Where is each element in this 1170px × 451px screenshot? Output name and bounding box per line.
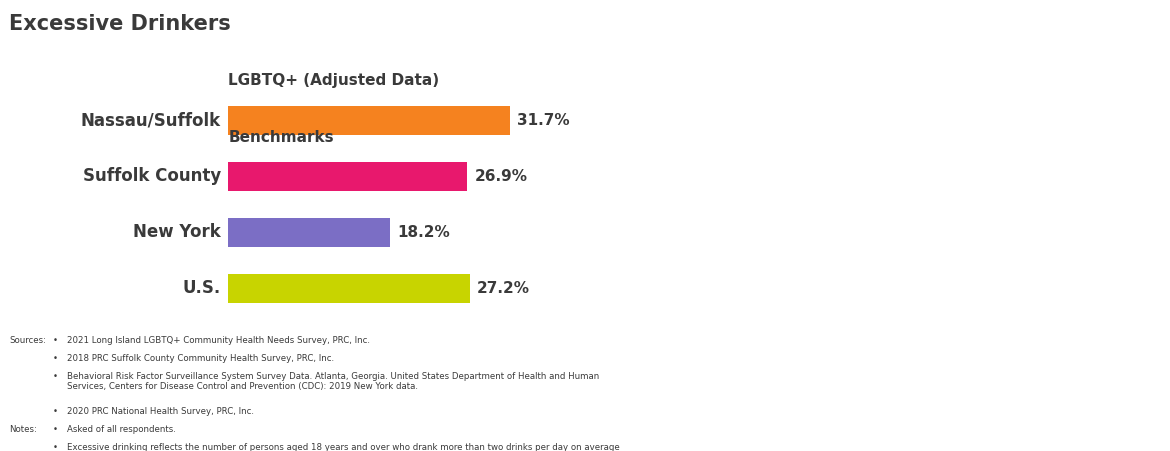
Text: Notes:: Notes: [9, 425, 37, 434]
Bar [228, 274, 470, 303]
Text: •: • [53, 407, 57, 416]
Text: •: • [53, 336, 57, 345]
Text: Excessive Drinkers: Excessive Drinkers [9, 14, 232, 33]
Text: 2020 PRC National Health Survey, PRC, Inc.: 2020 PRC National Health Survey, PRC, In… [67, 407, 254, 416]
Text: 27.2%: 27.2% [477, 281, 530, 296]
Text: Excessive drinking reflects the number of persons aged 18 years and over who dra: Excessive drinking reflects the number o… [67, 443, 619, 451]
Text: 2018 PRC Suffolk County Community Health Survey, PRC, Inc.: 2018 PRC Suffolk County Community Health… [67, 354, 333, 363]
Text: Sources:: Sources: [9, 336, 47, 345]
Text: •: • [53, 443, 57, 451]
Text: Benchmarks: Benchmarks [228, 130, 333, 145]
Bar [228, 218, 390, 247]
Text: U.S.: U.S. [183, 279, 221, 297]
Text: Behavioral Risk Factor Surveillance System Survey Data. Atlanta, Georgia. United: Behavioral Risk Factor Surveillance Syst… [67, 372, 599, 391]
Text: Suffolk County: Suffolk County [83, 167, 221, 185]
Text: Asked of all respondents.: Asked of all respondents. [67, 425, 176, 434]
Text: 2021 Long Island LGBTQ+ Community Health Needs Survey, PRC, Inc.: 2021 Long Island LGBTQ+ Community Health… [67, 336, 370, 345]
Bar [228, 106, 510, 135]
Text: •: • [53, 354, 57, 363]
Text: New York: New York [133, 223, 221, 241]
Text: 31.7%: 31.7% [517, 113, 570, 128]
Text: LGBTQ+ (Adjusted Data): LGBTQ+ (Adjusted Data) [228, 73, 439, 87]
Bar [228, 161, 467, 191]
Text: •: • [53, 425, 57, 434]
Text: 26.9%: 26.9% [475, 169, 528, 184]
Text: •: • [53, 372, 57, 381]
Text: 18.2%: 18.2% [397, 225, 449, 240]
Text: Nassau/Suffolk: Nassau/Suffolk [81, 111, 221, 129]
